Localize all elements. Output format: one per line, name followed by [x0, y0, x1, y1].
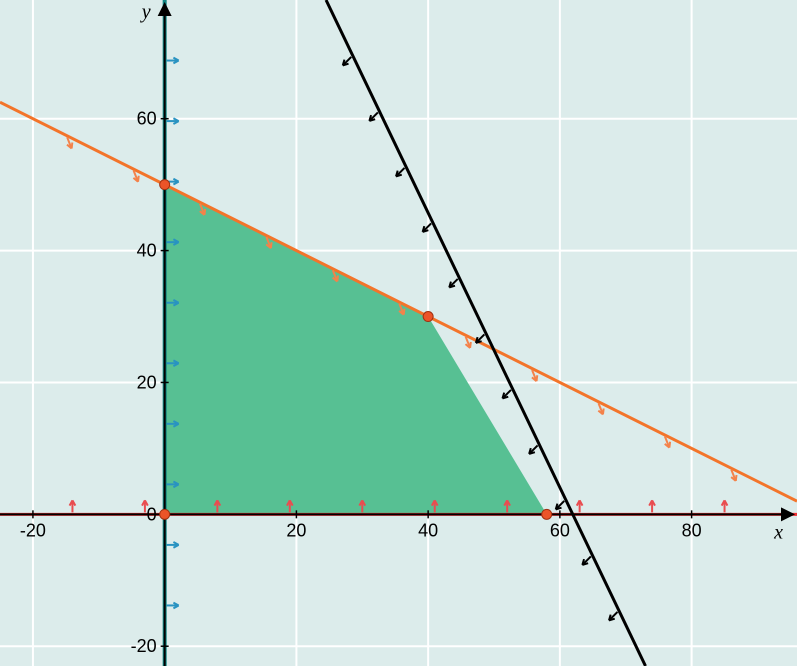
chart-svg: -20 20 40 60 80 -20 0 20 40 60 x y [0, 0, 797, 666]
vertex-point [160, 180, 170, 190]
x-tick-label: -20 [20, 520, 46, 540]
vertex-point [542, 509, 552, 519]
y-tick-label: 40 [137, 241, 157, 261]
y-tick-label: 0 [147, 504, 157, 524]
y-tick-label: 20 [137, 372, 157, 392]
inequality-chart: -20 20 40 60 80 -20 0 20 40 60 x y [0, 0, 797, 666]
y-tick-label: -20 [131, 636, 157, 656]
x-tick-label: 80 [682, 520, 702, 540]
y-axis-label: y [140, 1, 151, 23]
y-tick-label: 60 [137, 109, 157, 129]
vertex-point [423, 312, 433, 322]
x-tick-label: 20 [286, 520, 306, 540]
x-axis-label: x [773, 521, 783, 543]
vertex-point [160, 509, 170, 519]
x-tick-label: 60 [550, 520, 570, 540]
x-tick-label: 40 [418, 520, 438, 540]
